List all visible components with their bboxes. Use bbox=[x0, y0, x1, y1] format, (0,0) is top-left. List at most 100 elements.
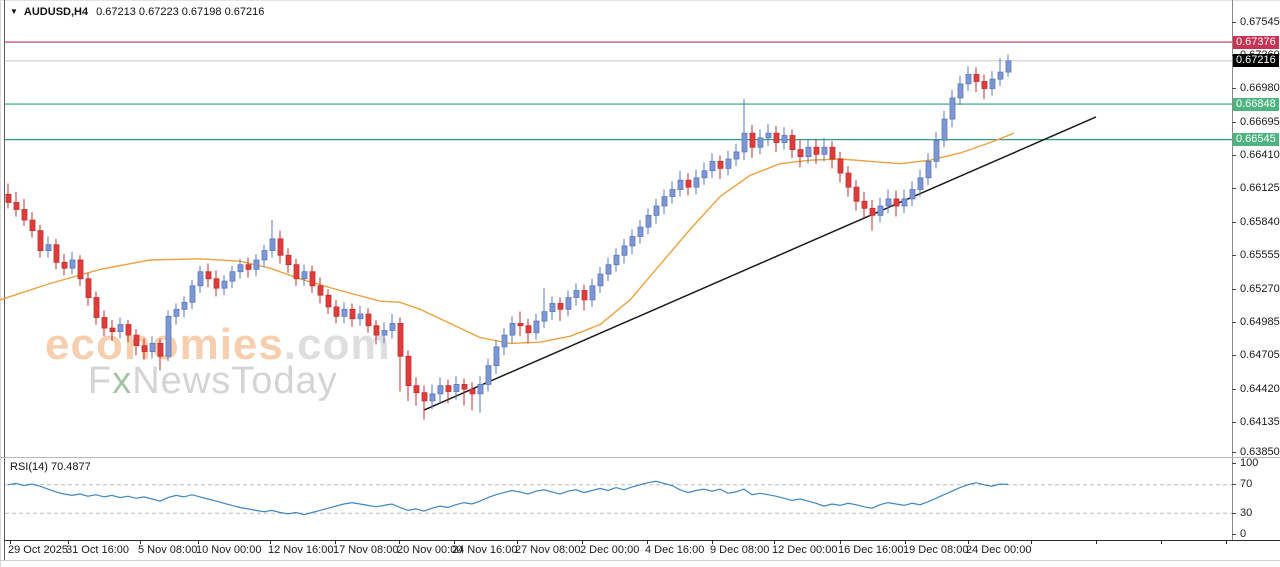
date-axis[interactable]: 29 Oct 2025 31 Oct 16:00 5 Nov 08:00 10 Nov… bbox=[0, 540, 1232, 560]
price-badge: 0.67376 bbox=[1233, 35, 1279, 49]
watermark-brand-suffix: .com bbox=[283, 320, 391, 369]
price-tick bbox=[1232, 255, 1236, 257]
price-axis[interactable]: 0.675450.672600.669800.666950.664100.661… bbox=[1232, 0, 1280, 540]
date-label: 31 Oct 16:00 bbox=[66, 544, 129, 556]
watermark: economies.com FxNewsToday bbox=[45, 320, 391, 402]
rsi-scale-tick bbox=[1232, 484, 1236, 486]
date-tick bbox=[1096, 540, 1097, 544]
chart-left-border bbox=[4, 0, 5, 560]
price-tick bbox=[1232, 422, 1236, 424]
watermark-brand: economies.com bbox=[45, 320, 391, 370]
watermark-x-glyph: x bbox=[112, 360, 133, 402]
price-badge: 0.66848 bbox=[1233, 97, 1279, 111]
price-label: 0.66980 bbox=[1240, 82, 1280, 95]
date-label: 10 Nov 00:00 bbox=[196, 544, 262, 556]
date-tick bbox=[198, 540, 199, 544]
rsi-scale-tick bbox=[1232, 534, 1236, 535]
price-tick bbox=[1232, 451, 1236, 453]
price-label: 0.66695 bbox=[1240, 115, 1280, 128]
rsi-scale-label: 70 bbox=[1240, 478, 1253, 491]
rsi-scale-tick bbox=[1232, 512, 1236, 514]
window-bottom-edge bbox=[0, 560, 1280, 561]
rsi-scale-label: 100 bbox=[1240, 457, 1259, 469]
rsi-scale-tick bbox=[1232, 463, 1236, 464]
rsi-panel-separator[interactable] bbox=[0, 457, 1280, 458]
trendline[interactable] bbox=[423, 116, 1097, 411]
price-tick bbox=[1232, 88, 1236, 90]
price-label: 0.66125 bbox=[1240, 182, 1280, 195]
price-tick bbox=[1232, 288, 1236, 290]
price-tick bbox=[1232, 355, 1236, 357]
date-tick bbox=[774, 540, 775, 544]
date-label: 29 Oct 2025 bbox=[8, 544, 68, 556]
watermark-tagline: FxNewsToday bbox=[88, 360, 338, 402]
price-label: 0.66410 bbox=[1240, 148, 1280, 161]
date-tick bbox=[1031, 540, 1032, 544]
price-label: 0.63850 bbox=[1240, 445, 1280, 458]
price-badge: 0.67216 bbox=[1233, 54, 1279, 68]
price-tick bbox=[1232, 21, 1236, 23]
price-label: 0.64420 bbox=[1240, 382, 1280, 395]
date-tick bbox=[1226, 540, 1227, 544]
rsi-line bbox=[7, 480, 1009, 516]
price-axis-separator bbox=[1232, 0, 1233, 540]
price-badge: 0.66545 bbox=[1233, 133, 1279, 147]
price-tick bbox=[1232, 388, 1236, 390]
price-tick bbox=[1232, 322, 1236, 324]
price-label: 0.64985 bbox=[1240, 316, 1280, 329]
date-label: 4 Dec 16:00 bbox=[645, 544, 705, 556]
price-label: 0.65555 bbox=[1240, 249, 1280, 262]
price-tick bbox=[1232, 154, 1236, 156]
symbol-timeframe: AUDUSD,H4 bbox=[23, 6, 89, 18]
date-tick bbox=[840, 540, 841, 544]
candles bbox=[5, 54, 1012, 420]
price-label: 0.64135 bbox=[1240, 416, 1280, 429]
date-label: 12 Nov 16:00 bbox=[268, 544, 334, 556]
price-tick bbox=[1232, 188, 1236, 190]
watermark-brand-text: economies bbox=[45, 320, 284, 369]
date-tick bbox=[399, 540, 400, 544]
date-label: 24 Dec 00:00 bbox=[966, 544, 1032, 556]
date-tick bbox=[68, 540, 69, 544]
rsi-indicator-label: RSI(14) 70.4877 bbox=[10, 461, 91, 473]
date-label: 9 Dec 08:00 bbox=[710, 544, 770, 556]
price-label: 0.67545 bbox=[1240, 15, 1280, 28]
price-label: 0.64705 bbox=[1240, 349, 1280, 362]
date-tick bbox=[647, 540, 648, 544]
price-label: 0.65270 bbox=[1240, 282, 1280, 295]
price-and-rsi-plot[interactable] bbox=[0, 0, 1232, 560]
window-left-edge bbox=[0, 0, 1, 567]
date-tick bbox=[712, 540, 713, 544]
date-tick bbox=[582, 540, 583, 544]
price-tick bbox=[1232, 221, 1236, 223]
date-label: 12 Dec 00:00 bbox=[772, 544, 838, 556]
collapse-arrow-icon[interactable]: ▼ bbox=[10, 7, 18, 16]
date-label: 19 Dec 08:00 bbox=[903, 544, 969, 556]
date-label: 17 Nov 08:00 bbox=[333, 544, 399, 556]
date-label: 2 Dec 00:00 bbox=[580, 544, 640, 556]
title-ohlc-values: 0.67213 0.67223 0.67198 0.67216 bbox=[96, 6, 265, 18]
date-tick bbox=[140, 540, 141, 544]
chart-title: ▼ AUDUSD,H4 0.67213 0.67223 0.67198 0.6721… bbox=[10, 6, 264, 18]
date-tick bbox=[1161, 540, 1162, 544]
date-tick bbox=[517, 540, 518, 544]
window-top-edge bbox=[0, 0, 1280, 1]
date-tick bbox=[270, 540, 271, 544]
date-label: 24 Nov 16:00 bbox=[452, 544, 518, 556]
date-label: 16 Dec 16:00 bbox=[838, 544, 904, 556]
price-tick bbox=[1232, 121, 1236, 123]
rsi-scale-label: 0 bbox=[1240, 528, 1247, 540]
rsi-scale-label: 30 bbox=[1240, 506, 1253, 519]
time-axis-line bbox=[4, 540, 1280, 541]
date-label: 5 Nov 08:00 bbox=[138, 544, 198, 556]
date-tick bbox=[968, 540, 969, 544]
moving-average-line bbox=[0, 132, 1015, 345]
date-label: 20 Nov 00:00 bbox=[397, 544, 463, 556]
date-label: 27 Nov 08:00 bbox=[515, 544, 581, 556]
date-tick bbox=[905, 540, 906, 544]
price-label: 0.65840 bbox=[1240, 215, 1280, 228]
date-tick bbox=[10, 540, 11, 544]
date-tick bbox=[335, 540, 336, 544]
date-tick bbox=[454, 540, 455, 544]
